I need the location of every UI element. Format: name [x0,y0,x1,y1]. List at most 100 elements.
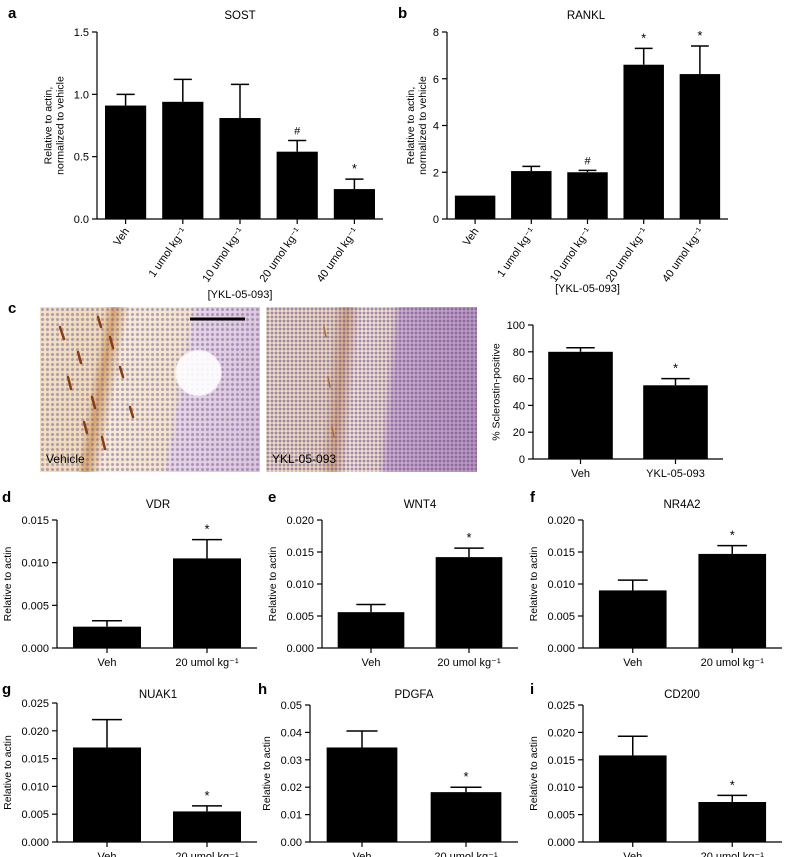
panel-a: a SOST 0.0 0.5 1.0 1.5 Relative to actin, norma… [8,5,383,301]
y-tick-label-f: 0.010 [547,579,575,591]
panel-letter-b: b [398,5,407,22]
bar-h [326,747,398,842]
y-tick-label-i: 0.010 [547,782,575,794]
bar-b [623,64,664,219]
micrograph-vehicle-label: Vehicle [46,452,85,466]
y-tick-label-f: 0.020 [547,515,575,527]
y-axis-label-f: Relative to actin [528,546,540,621]
y-tick-label-f: 0.000 [547,643,575,655]
y-tick-label-c: 0 [519,454,525,466]
y-tick-label-g: 0.020 [21,726,49,738]
significance-mark-g: * [204,788,209,803]
x-tick-label-d: Veh [98,657,117,669]
panel-letter-i: i [530,681,534,698]
significance-mark-e: * [466,530,471,545]
bar-i [698,801,767,842]
y-axis-label-d: Relative to actin [2,546,14,621]
bar-c [548,351,613,459]
y-tick-label-e: 0.005 [286,611,314,623]
x-tick-label-i: 20 umol kg⁻¹ [701,851,765,857]
y-tick-label-h: 0.02 [281,782,302,794]
x-tick-label-b: 40 umol kg⁻¹ [660,226,706,285]
y-tick-label-c: 20 [513,427,525,439]
y-tick-label-g: 0.010 [21,781,49,793]
chart-title-f: NR4A2 [663,499,700,511]
bar-a [219,118,261,219]
x-tick-label-d: 20 umol kg⁻¹ [175,657,239,669]
bar-e [435,557,503,648]
significance-mark-b: * [697,28,702,43]
y-tick-label-c: 40 [513,400,525,412]
y-tick-label-i: 0.020 [547,727,575,739]
x-tick-label-a: Veh [111,226,132,248]
x-tick-label-b: Veh [461,226,482,248]
chart-title-a: SOST [224,10,255,22]
panel-letter-a: a [8,5,17,22]
y-tick-label-f: 0.005 [547,611,575,623]
x-axis-label-a: [YKL-05-093] [208,289,273,301]
y-tick-label-a: 0.5 [74,152,89,164]
chart-title-h: PDGFA [395,689,434,701]
y-tick-label-f: 0.015 [547,547,575,559]
y-tick-label-b: 0 [433,214,439,226]
x-tick-label-b: 1 umol kg⁻¹ [495,226,538,280]
panel-i: i CD200 0.000 0.005 0.010 0.015 0.020 0.025 Rela… [528,681,782,857]
y-axis-label-h: Relative to actin [261,736,273,811]
chart-title-b: RANKL [567,10,606,22]
x-tick-label-g: 20 umol kg⁻¹ [175,851,239,857]
ykl-cell-marks [323,326,335,438]
y-tick-label-h: 0.00 [281,837,302,849]
y-tick-label-e: 0.010 [286,579,314,591]
micrograph-ykl-label: YKL-05-093 [272,452,337,466]
panel-letter-e: e [268,489,276,506]
bar-b [679,74,721,219]
bar-a [333,189,375,219]
x-tick-label-a: 20 umol kg⁻¹ [258,226,304,285]
x-tick-label-b: 10 umol kg⁻¹ [548,226,594,285]
bar-a [276,151,318,219]
x-tick-label-i: Veh [623,851,642,857]
bar-g [173,811,241,842]
y-tick-label-a: 1.5 [74,27,89,39]
y-tick-label-h: 0.05 [281,700,302,712]
y-tick-label-i: 0.005 [547,810,575,822]
bar-b [454,195,496,219]
y-axis-label-b: Relative to actin, [405,87,417,165]
x-axis-label-b: [YKL-05-093] [555,283,620,295]
y-tick-label-e: 0.020 [286,515,314,527]
y-axis-label-a: Relative to actin, [42,87,54,165]
y-tick-label-d: 0.000 [21,643,49,655]
y-tick-label-b: 2 [433,167,439,179]
y-tick-label-g: 0.005 [21,809,49,821]
panel-e: e WNT4 0.000 0.005 0.010 0.015 0.020 Relative t… [267,489,518,669]
x-tick-label-c: YKL-05-093 [646,468,705,480]
x-tick-label-a: 1 umol kg⁻¹ [147,226,190,280]
y-tick-label-e: 0.000 [286,643,314,655]
bar-i [598,755,667,842]
y-axis-label-a: normalized to vehicle [54,76,66,175]
y-tick-label-b: 8 [433,27,439,39]
panel-letter-d: d [2,489,11,506]
chart-title-g: NUAK1 [139,689,177,701]
x-tick-label-a: 40 umol kg⁻¹ [315,226,361,285]
chart-title-e: WNT4 [404,499,437,511]
panel-b: b RANKL 0 2 4 6 8 Relative to actin, normalized … [398,5,728,295]
y-tick-label-g: 0.000 [21,837,49,849]
y-tick-label-d: 0.005 [21,600,49,612]
significance-mark-i: * [730,777,735,792]
bar-a [105,105,147,219]
y-tick-label-g: 0.025 [21,698,49,710]
bar-d [73,626,141,648]
y-axis-label-c: % Sclerostin-positive [490,343,502,441]
y-tick-label-g: 0.015 [21,754,49,766]
panel-letter-g: g [2,681,11,698]
x-tick-label-e: 20 umol kg⁻¹ [437,657,501,669]
y-tick-label-c: 80 [513,347,525,359]
y-tick-label-d: 0.015 [21,515,49,527]
chart-title-i: CD200 [664,689,700,701]
x-tick-label-c: Veh [571,468,590,480]
y-tick-label-b: 6 [433,74,439,86]
micrograph-ykl: YKL-05-093 [266,307,477,472]
y-tick-label-i: 0.025 [547,700,575,712]
x-tick-label-h: Veh [353,851,372,857]
